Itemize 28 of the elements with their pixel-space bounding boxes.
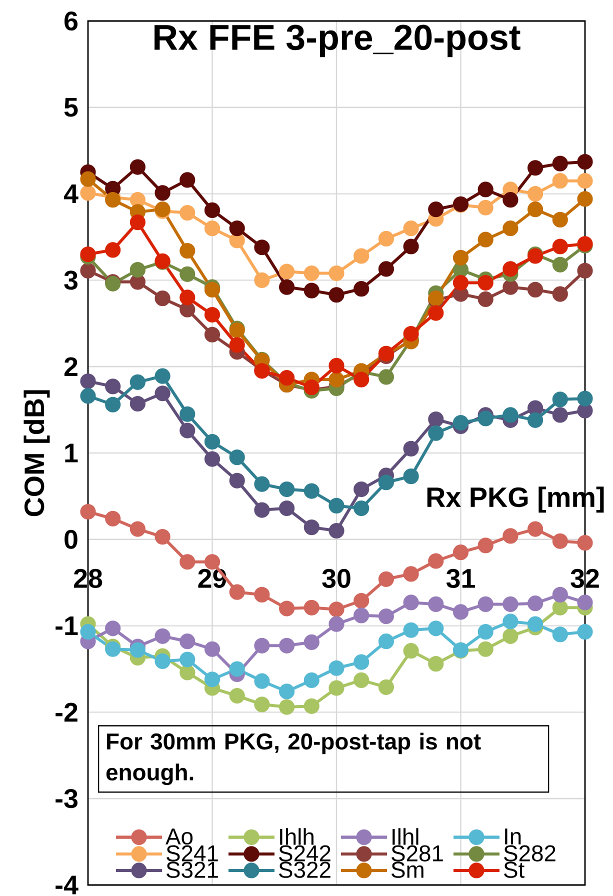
y-tick-label: 3 (64, 270, 78, 290)
legend-label: S242 (279, 845, 330, 862)
legend-label: Ilhl (392, 828, 418, 845)
legend-label: S321 (166, 862, 218, 878)
x-tick-label: 31 (446, 568, 475, 588)
y-tick-label: -4 (56, 876, 78, 894)
legend-label: S322 (279, 862, 330, 878)
legend-label: Ao (166, 828, 193, 845)
x-tick-label: 30 (322, 568, 350, 588)
y-axis-title: COM [dB] (24, 390, 50, 516)
y-tick-label: 2 (64, 357, 78, 376)
legend-label: S281 (392, 845, 443, 862)
annotation: For 30mm PKG, 20-post-tap is not enough. (106, 732, 481, 786)
y-tick-label: 6 (64, 11, 78, 31)
y-tick-label: -2 (56, 702, 78, 722)
y-tick-label: 1 (65, 444, 78, 462)
legend-label: S282 (504, 845, 556, 862)
legend-label: Ihlh (280, 828, 314, 845)
y-tick-label: 0 (64, 530, 78, 549)
y-tick-label: 4 (64, 184, 78, 204)
legend-label: S241 (166, 845, 218, 862)
legend-label: Sm (392, 862, 424, 878)
y-tick-label: -3 (56, 789, 78, 808)
legend-label: In (505, 828, 521, 844)
chart-title: Rx FFE 3-pre_20-post (154, 24, 520, 58)
y-tick-label: 5 (64, 98, 78, 117)
legend-label: St (504, 862, 524, 878)
y-tick-label: -1 (56, 616, 78, 636)
